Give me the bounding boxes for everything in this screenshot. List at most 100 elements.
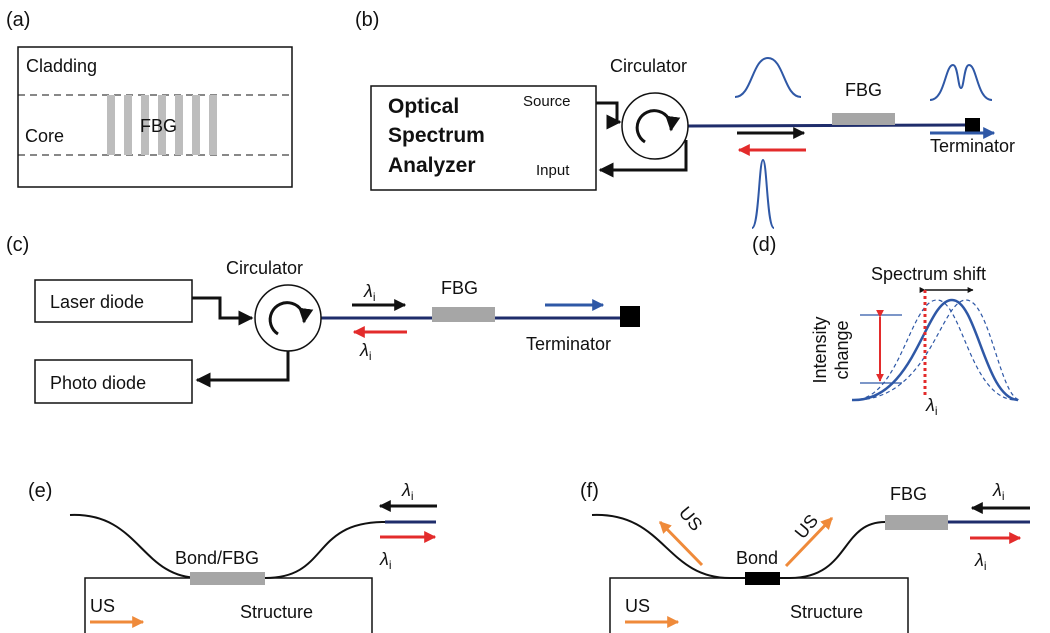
symbol: λ: [379, 549, 389, 569]
panel-label: (c): [6, 234, 29, 256]
wavelength-label: λi: [974, 550, 987, 573]
fiber: [591, 513, 886, 579]
symbol: λ: [974, 550, 984, 570]
spectrum: [851, 299, 1021, 401]
structure-label: Structure: [240, 602, 313, 622]
circulator-arrow: [268, 301, 314, 336]
symbol: λ: [925, 395, 935, 415]
wavelength-label: λi: [401, 480, 414, 503]
wavelength-label: λi: [925, 395, 938, 418]
symbol: λ: [401, 480, 411, 500]
subscript: i: [373, 290, 376, 304]
grating: [885, 515, 948, 530]
wire: [195, 351, 290, 388]
wave-arrow: [658, 520, 704, 567]
panel-b: (b) Optical Spectrum Analyzer Source Inp…: [355, 9, 1015, 229]
terminator: [965, 118, 980, 133]
panel-e: (e) Bond/FBG US Structure λi λi: [28, 480, 437, 633]
wire: [596, 101, 622, 130]
grating-bars: [192, 95, 200, 155]
subscript: i: [984, 559, 987, 573]
wire: [598, 140, 688, 178]
structure: [84, 577, 373, 633]
fiber: [687, 123, 966, 128]
grating-label: FBG: [441, 278, 478, 298]
fiber: [69, 513, 386, 579]
wavelength-label: λi: [363, 281, 376, 304]
wavelength-label: λi: [359, 340, 372, 363]
fiber-box: [17, 46, 293, 188]
subscript: i: [389, 558, 392, 572]
circulator: [621, 92, 689, 160]
circulator-arrow: [635, 109, 681, 144]
source-label: Source: [523, 93, 571, 110]
analyzer-label: Optical: [388, 95, 459, 118]
panel-label: (b): [355, 9, 379, 31]
wavelength-label: λi: [379, 549, 392, 572]
wavelength-label: λi: [992, 480, 1005, 503]
wire: [192, 296, 254, 326]
grating-bars: [107, 95, 217, 155]
circulator-label: Circulator: [226, 258, 303, 278]
bond-label: Bond/FBG: [175, 548, 259, 568]
panel-d: (d) Spectrum shift Intensity change λi: [752, 234, 1021, 418]
panel-a: (a) Cladding Core FBG: [6, 9, 293, 188]
reflected-spectrum: [751, 158, 775, 229]
analyzer-box: [370, 85, 597, 191]
subscript: i: [1002, 489, 1005, 503]
panel-label: (e): [28, 480, 52, 502]
terminator: [620, 306, 640, 327]
wave-label: US: [675, 503, 706, 535]
grating-bars: [175, 95, 183, 155]
terminator-label: Terminator: [930, 136, 1015, 156]
bond: [190, 572, 265, 585]
subscript: i: [411, 489, 414, 503]
panel-label: (a): [6, 9, 30, 31]
structure-label: Structure: [790, 602, 863, 622]
spectrum: [851, 298, 1019, 402]
grating-bars: [107, 95, 115, 155]
circulator-label: Circulator: [610, 56, 687, 76]
bond-label: Bond: [736, 548, 778, 568]
grating-bars: [141, 95, 149, 155]
grating-label: FBG: [890, 484, 927, 504]
grating-bars: [209, 95, 217, 155]
photo-label: Photo diode: [50, 373, 146, 393]
transmitted-spectrum: [929, 63, 993, 101]
laser-box: [34, 279, 193, 323]
shift-label: Spectrum shift: [871, 264, 986, 284]
grating-bars: [124, 95, 132, 155]
grating-bars: [158, 95, 166, 155]
core-label: Core: [25, 126, 64, 146]
circulator: [254, 284, 322, 352]
grating: [832, 113, 895, 125]
panel-label: (f): [580, 480, 599, 502]
symbol: λ: [992, 480, 1002, 500]
wave-label: US: [625, 596, 650, 616]
photo-box: [34, 359, 193, 404]
subscript: i: [369, 349, 372, 363]
grating: [432, 307, 495, 322]
symbol: λ: [359, 340, 369, 360]
analyzer-label: Analyzer: [388, 154, 476, 177]
grating-label: FBG: [845, 80, 882, 100]
intensity-line: change: [832, 320, 852, 379]
symbol: λ: [363, 281, 373, 301]
analyzer-label: Spectrum: [388, 124, 485, 147]
spectrum: [851, 299, 1016, 401]
structure: [609, 577, 909, 633]
panel-label: (d): [752, 234, 776, 256]
panel-f: (f) FBG Bond US US US Structure λi λi: [580, 480, 1030, 633]
laser-label: Laser diode: [50, 292, 144, 312]
bond: [745, 572, 780, 585]
source-spectrum: [734, 56, 802, 98]
input-label: Input: [536, 162, 570, 179]
intensity-line: Intensity: [810, 316, 830, 383]
cladding-label: Cladding: [26, 56, 97, 76]
grating-label: FBG: [140, 116, 177, 136]
wave-label: US: [90, 596, 115, 616]
intensity-label: Intensity change: [810, 316, 852, 383]
wave-arrow: [784, 516, 834, 568]
terminator-label: Terminator: [526, 334, 611, 354]
